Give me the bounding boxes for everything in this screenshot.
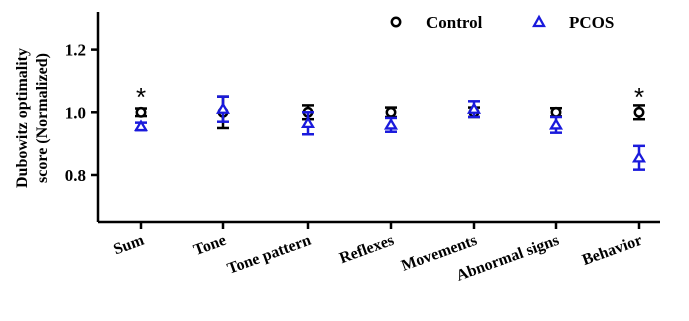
data-point-pcos xyxy=(631,150,647,163)
y-tick-label: 1.0 xyxy=(65,103,86,122)
data-marks: * * xyxy=(133,82,647,171)
x-tick-label: Behavior xyxy=(580,232,644,269)
y-tick-label: 0.8 xyxy=(65,166,86,185)
y-axis-label-line1: Dubowitz optimality xyxy=(14,48,31,188)
y-axis-label: Dubowitz optimality score (Normalized) xyxy=(14,48,51,188)
data-point-pcos xyxy=(383,117,399,130)
data-point-control xyxy=(385,106,397,118)
significance-asterisk: * xyxy=(634,82,644,112)
x-tick-label: Reflexes xyxy=(337,232,396,267)
x-tick-label: Tone xyxy=(191,232,228,259)
data-point-pcos xyxy=(466,102,482,114)
y-axis-label-line2: score (Normalized) xyxy=(34,53,51,183)
legend-marker-control xyxy=(390,16,402,28)
legend-marker-pcos xyxy=(532,14,546,28)
legend-label: Control xyxy=(426,13,483,32)
x-tick-label: Tone pattern xyxy=(225,232,313,278)
data-point-pcos xyxy=(133,119,149,132)
legend: Control PCOS xyxy=(390,13,614,32)
y-tick-label: 1.2 xyxy=(65,41,86,60)
data-point-control xyxy=(135,106,147,118)
significance-asterisk: * xyxy=(136,82,146,112)
data-point-control xyxy=(633,106,645,118)
data-point-pcos xyxy=(215,102,231,114)
legend-label: PCOS xyxy=(569,13,614,32)
data-point-control xyxy=(550,106,562,118)
data-point-pcos xyxy=(300,116,316,129)
data-point-pcos xyxy=(548,117,564,130)
x-tick-label: Sum xyxy=(111,232,147,259)
